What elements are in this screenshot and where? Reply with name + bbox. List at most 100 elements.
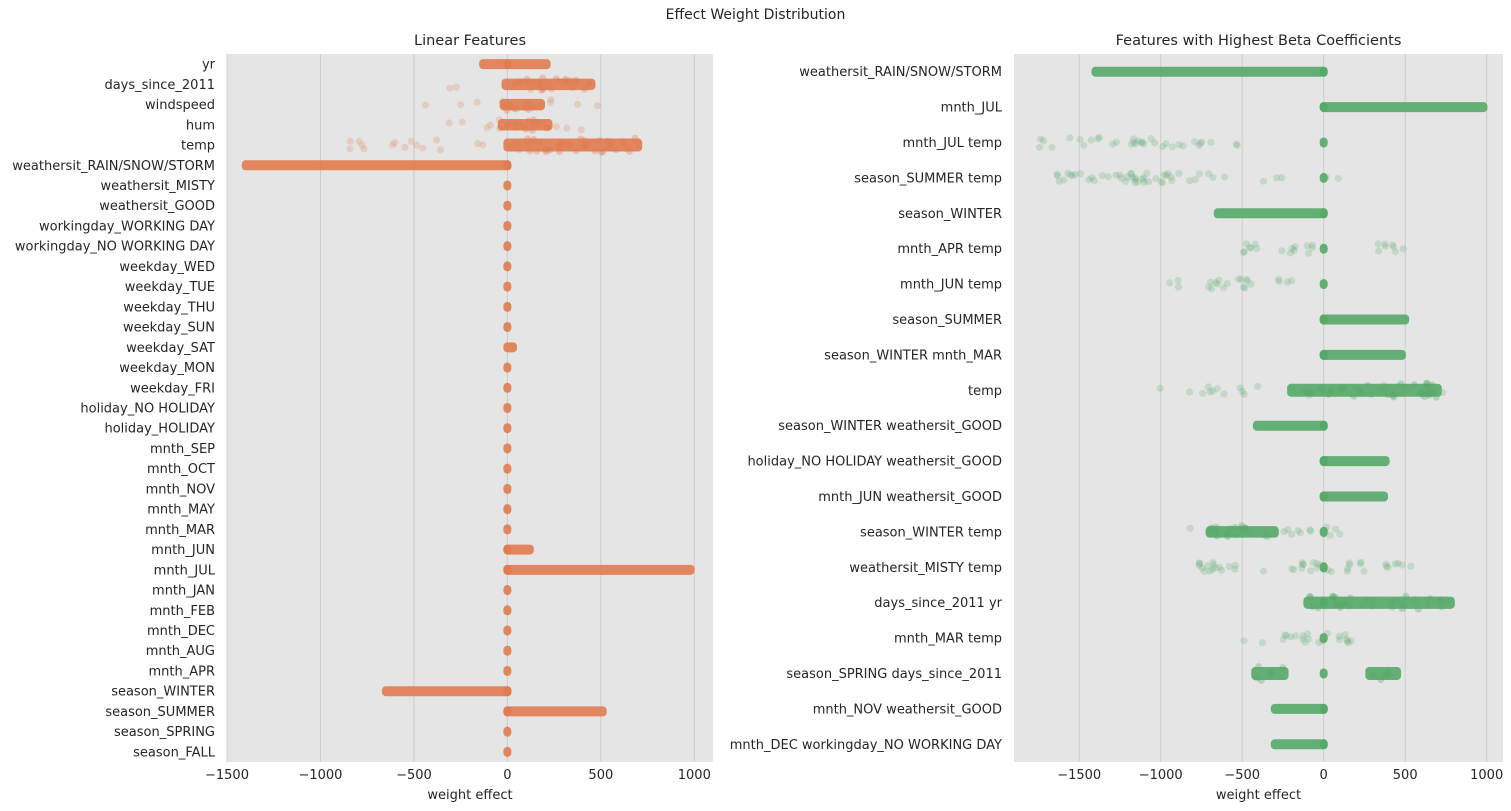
data-point [1175,169,1183,178]
x-tick-label: 0 [503,768,511,783]
data-point [1423,379,1431,387]
data-point [538,79,545,87]
data-point [1325,391,1332,398]
data-point [1134,137,1142,145]
category-label: mnth_APR [148,664,215,679]
data-point [1280,528,1288,536]
category-label: mnth_SEP [150,442,215,457]
data-point-cluster [503,362,512,373]
data-point [1128,174,1136,182]
data-point [1200,567,1208,576]
data-point [391,138,399,147]
data-point-cluster [503,544,534,555]
data-point [1326,531,1334,539]
category-labels: yr days_since_2011 windspeed hum temp weather… [12,58,215,761]
data-point [1429,388,1437,396]
data-point [1123,173,1131,181]
category-label: mnth_JUL [154,563,216,578]
data-point [1039,137,1048,145]
data-point [473,98,481,106]
data-point-cluster [1319,314,1410,325]
data-point [1209,173,1217,181]
data-point [1336,530,1344,538]
data-point [433,136,441,144]
data-point [1121,177,1130,186]
data-point [1207,138,1215,147]
data-point [1292,632,1300,640]
data-point [1268,668,1276,675]
data-point [1206,567,1214,575]
data-point [1066,171,1075,179]
data-point [1175,141,1183,149]
data-point [1160,171,1168,179]
data-point [1381,240,1389,248]
data-point [563,124,571,132]
data-point-cluster [1319,349,1406,360]
data-point [1387,598,1394,605]
data-point [572,78,580,86]
category-label: mnth_MAR [145,523,215,538]
data-point [533,147,541,155]
data-point [562,77,570,85]
data-point [1253,674,1261,682]
category-label: mnth_JUN temp [900,278,1002,293]
data-point [1158,179,1167,187]
data-point-cluster [1319,597,1328,608]
data-point [1306,527,1315,535]
data-point [538,86,545,94]
data-point [1222,529,1230,537]
data-point [1309,559,1317,567]
data-point-cluster [1319,279,1328,290]
data-point [1388,603,1396,611]
data-point [1191,138,1199,146]
data-point [1347,637,1355,645]
data-point [511,80,519,88]
data-point [566,141,574,149]
data-point-cluster [1270,703,1328,714]
data-point [1301,638,1309,646]
data-point [536,139,543,147]
category-label: mnth_AUG [146,644,215,659]
data-point-cluster [1319,668,1328,679]
category-label: mnth_APR temp [897,242,1002,257]
data-point [483,124,491,132]
data-point [1240,637,1248,645]
data-point [1224,533,1231,540]
data-point [1196,559,1204,567]
data-point [1231,561,1239,569]
data-point-cluster [503,342,517,353]
data-point [1279,635,1287,644]
data-point [1357,558,1365,566]
data-point [1254,382,1262,391]
data-point [561,79,569,87]
data-point [1209,387,1217,395]
data-point [534,81,542,88]
data-point [1391,390,1399,398]
category-label: mnth_JUN [151,543,215,558]
category-label: weathersit_RAIN/SNOW/STORM [799,65,1002,80]
data-point [1077,170,1085,178]
figure-title: Effect Weight Distribution [665,7,846,23]
data-point [612,146,620,154]
data-point [346,137,354,145]
data-point [548,85,555,93]
data-point [1423,382,1430,390]
data-point [1132,140,1140,148]
data-point [1234,275,1243,283]
x-axis-label: weight effect [427,788,512,803]
data-point [623,145,630,153]
data-point [1209,558,1217,567]
category-label: mnth_DEC workingday_NO WORKING DAY [730,738,1002,753]
x-tick-label: 1000 [1470,768,1503,783]
data-point [566,77,574,85]
data-point-cluster [1287,383,1442,397]
data-point [1232,140,1240,148]
data-point [1133,178,1142,186]
data-point [530,116,538,124]
data-point [1335,636,1344,644]
data-point [1363,597,1370,604]
data-point [1140,140,1148,148]
data-point-cluster [381,686,512,697]
data-point [1334,174,1342,183]
